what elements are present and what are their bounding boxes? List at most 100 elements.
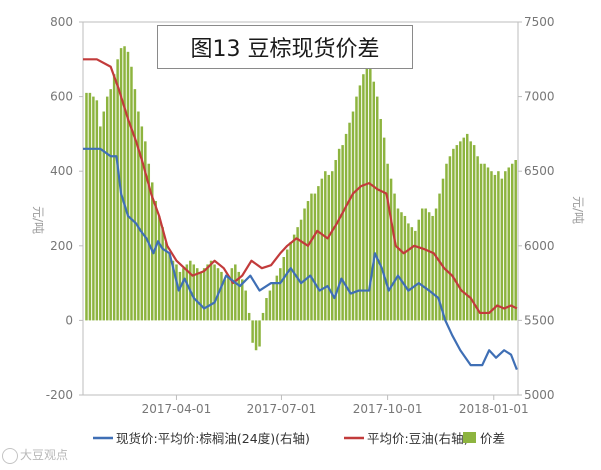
bar-spread [306, 201, 310, 321]
bar-spread [490, 171, 493, 321]
bar-spread [88, 92, 92, 321]
bar-spread [247, 312, 251, 321]
bar-spread [140, 126, 144, 321]
bar-spread [272, 283, 275, 321]
bar-spread [126, 51, 130, 321]
bar-spread [420, 208, 424, 321]
bar-spread [386, 163, 389, 321]
bar-spread [85, 92, 88, 321]
legend-label-palm: 现货价:平均价:棕榈油(24度)(右轴) [116, 431, 310, 446]
y-left-tick-label: 800 [50, 15, 73, 29]
bar-spread [407, 223, 410, 321]
bar-spread [469, 141, 472, 321]
x-tick-label: 2017-10-01 [353, 402, 423, 416]
x-tick-label: 2017-04-01 [142, 402, 212, 416]
y-left-tick-label: 200 [50, 239, 73, 253]
bar-spread [396, 208, 400, 321]
bar-spread [313, 193, 317, 321]
bar-spread [327, 174, 331, 321]
bar-spread [310, 193, 313, 321]
bar-spread [358, 85, 362, 321]
line-soybean-oil [83, 58, 518, 315]
bar-spread [497, 171, 500, 321]
bar-spread [330, 171, 334, 321]
bar-spread [209, 260, 213, 321]
bar-spread [223, 279, 227, 321]
bar-spread [251, 320, 254, 343]
legend: 现货价:平均价:棕榈油(24度)(右轴) 平均价:豆油(右轴) 价差 [93, 431, 505, 446]
legend-label-soy: 平均价:豆油(右轴) [367, 431, 468, 446]
bar-spread [296, 227, 299, 321]
bar-spread [265, 298, 268, 321]
bar-spread [455, 145, 459, 321]
bar-spread [434, 208, 438, 321]
bar-spread [289, 242, 292, 321]
y-right-axis-label: 元/吨 [571, 196, 585, 224]
x-tick-label: 2017-07-01 [247, 402, 317, 416]
bar-spread [476, 156, 479, 321]
bar-spread [299, 219, 303, 321]
y-right-tick-label: 7500 [524, 15, 555, 29]
y-left-tick-label: -200 [46, 388, 73, 402]
bar-spread [424, 208, 427, 321]
bar-spread [493, 174, 497, 321]
legend-swatch-spread [463, 432, 476, 443]
bar-spread [164, 242, 168, 321]
bar-spread [403, 215, 407, 321]
bar-spread [92, 96, 95, 321]
bar-spread [244, 290, 247, 321]
bar-spread [161, 227, 164, 321]
y-left-tick-label: 400 [50, 164, 73, 178]
bar-spread [382, 137, 386, 321]
bar-spread [168, 253, 171, 321]
bar-spread [268, 290, 272, 321]
bar-spread [220, 271, 223, 321]
bar-spread [303, 208, 306, 321]
bar-spread [462, 137, 466, 321]
bar-spread [237, 271, 241, 321]
bar-spread [500, 178, 504, 321]
bar-spread [137, 111, 140, 321]
weibo-logo-icon [2, 447, 18, 464]
bar-spread [375, 96, 379, 321]
bar-spread [483, 163, 486, 321]
y-right-tick-label: 7000 [524, 90, 555, 104]
bar-spread [282, 256, 286, 321]
bar-spread [414, 230, 417, 321]
bar-spread [112, 74, 116, 321]
bar-spread [195, 268, 199, 321]
bar-spread [393, 193, 396, 321]
bar-spread [372, 81, 376, 321]
bar-spread [102, 111, 106, 321]
bar-spread [130, 66, 133, 321]
bar-spread [178, 271, 182, 321]
bar-spread [427, 212, 431, 321]
bar-spread [199, 271, 202, 321]
bar-spread [445, 163, 448, 321]
bar-spread [258, 320, 261, 347]
bar-spread [486, 167, 490, 321]
bar-spread [99, 126, 102, 321]
y-left-tick-label: 0 [65, 313, 73, 327]
x-axis: 2017-04-01 2017-07-01 2017-10-01 2018-01-01 [142, 395, 529, 416]
bar-spread [105, 96, 109, 321]
bar-spread [206, 264, 209, 321]
bar-spread [341, 145, 344, 321]
y-left-axis: 800 600 400 200 0 -200 [46, 15, 83, 402]
y-right-tick-label: 5500 [524, 313, 555, 327]
bar-spread [144, 141, 147, 321]
bar-spread [213, 264, 216, 321]
bar-spread [510, 163, 514, 321]
bar-spread [234, 264, 237, 321]
bar-spread [379, 118, 382, 321]
bar-spread [448, 156, 452, 321]
bar-spread [317, 186, 320, 321]
bar-spread [465, 133, 469, 321]
bar-spread [133, 89, 137, 321]
bar-spread [192, 264, 196, 321]
bar-spread [202, 268, 206, 321]
bar-spread [369, 66, 372, 321]
bar-spread [507, 167, 511, 321]
bar-spread [400, 212, 403, 321]
